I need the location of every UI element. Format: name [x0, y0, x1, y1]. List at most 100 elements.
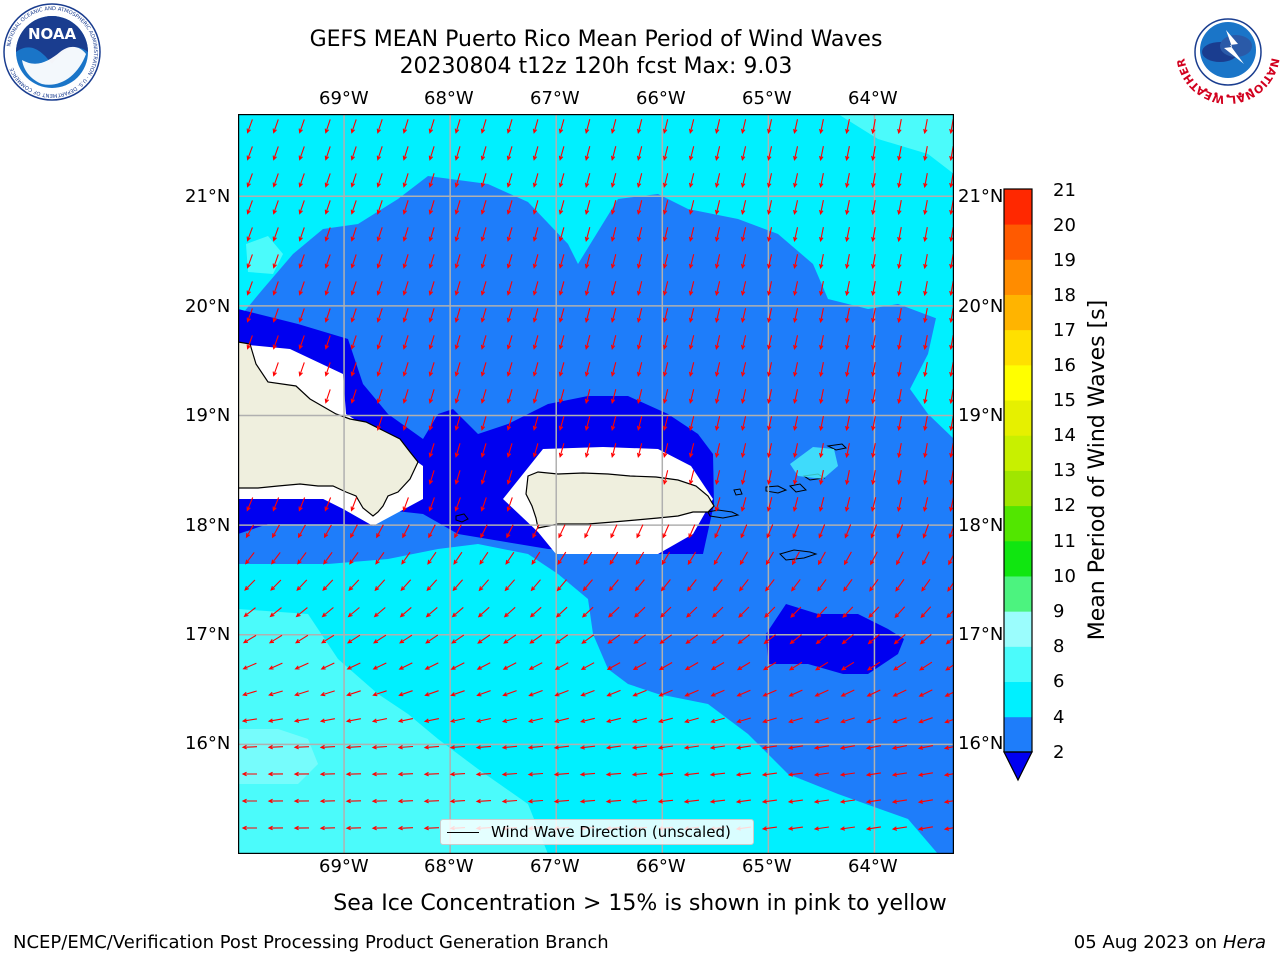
wind-wave-arrow	[813, 745, 829, 750]
wind-wave-arrow	[865, 826, 881, 831]
wind-wave-arrow	[506, 254, 513, 269]
wind-wave-arrow	[244, 579, 256, 591]
colorbar-tick-19: 19	[1053, 250, 1076, 271]
wind-wave-arrow	[923, 280, 928, 297]
wind-wave-arrow	[319, 718, 336, 723]
wind-wave-arrow	[766, 524, 774, 539]
wind-wave-arrow	[819, 388, 824, 405]
wind-wave-arrow	[298, 227, 305, 242]
lon-tick-top-65w: 65°W	[742, 88, 792, 109]
nws-logo: NATIONAL WEATHER SERVICE	[1176, 0, 1280, 104]
wind-wave-arrow	[870, 497, 877, 513]
wind-wave-arrow	[845, 415, 850, 432]
wind-wave-arrow	[272, 227, 279, 242]
wind-wave-arrow	[272, 308, 279, 323]
wind-wave-arrow	[242, 690, 257, 697]
wind-wave-arrow	[322, 579, 334, 592]
wind-wave-arrow	[683, 799, 700, 804]
wind-wave-arrow	[819, 226, 824, 243]
wind-wave-arrow	[740, 254, 747, 270]
wind-wave-arrow	[480, 443, 487, 458]
wind-wave-arrow	[298, 497, 306, 512]
wind-wave-arrow	[480, 362, 487, 377]
wind-wave-arrow	[376, 389, 383, 404]
wind-wave-arrow	[891, 745, 908, 750]
wind-wave-arrow	[947, 581, 954, 592]
wind-wave-arrow	[532, 362, 539, 377]
wind-wave-arrow	[423, 825, 440, 831]
wind-wave-arrow	[662, 200, 669, 216]
wind-wave-arrow	[897, 307, 902, 324]
wind-wave-arrow	[892, 717, 907, 724]
wind-wave-arrow	[475, 745, 492, 750]
wind-wave-arrow	[241, 718, 257, 723]
wind-wave-arrow	[897, 280, 902, 297]
wind-wave-arrow	[814, 717, 829, 724]
wind-wave-arrow	[272, 335, 279, 350]
wind-wave-arrow	[555, 606, 568, 618]
wind-wave-arrow	[428, 281, 435, 296]
wind-wave-arrow	[658, 689, 673, 697]
wind-wave-arrow	[371, 771, 388, 777]
wind-wave-arrow	[762, 661, 777, 671]
wind-wave-arrow	[506, 335, 513, 350]
lat-tick-right-20n: 20°N	[958, 296, 1004, 317]
wind-wave-arrow	[845, 118, 850, 135]
wind-wave-arrow	[818, 524, 826, 539]
wind-wave-arrow	[896, 497, 903, 513]
wind-wave-arrow	[688, 524, 696, 539]
wind-wave-arrow	[688, 173, 695, 189]
machine-name: Hera	[1222, 932, 1266, 953]
wind-wave-arrow	[402, 119, 409, 134]
wind-wave-arrow	[376, 362, 383, 377]
wind-wave-arrow	[636, 119, 643, 135]
wind-wave-arrow	[272, 119, 279, 134]
wind-wave-arrow	[870, 551, 878, 566]
wind-wave-arrow	[376, 308, 383, 323]
colorbar-tick-9: 9	[1053, 601, 1065, 622]
wind-wave-arrow	[428, 497, 435, 512]
wind-wave-arrow	[371, 825, 388, 831]
wind-wave-arrow	[714, 362, 721, 378]
wind-wave-arrow	[528, 689, 543, 697]
colorbar-segment	[1004, 576, 1032, 612]
wind-wave-arrow	[293, 744, 310, 750]
wind-wave-arrow	[605, 717, 621, 724]
wind-wave-arrow	[427, 551, 437, 565]
wind-wave-arrow	[584, 173, 591, 189]
wind-wave-arrow	[584, 443, 591, 459]
wind-wave-arrow	[740, 416, 747, 432]
legend-label: Wind Wave Direction (unscaled)	[491, 823, 731, 841]
wind-wave-arrow	[245, 524, 254, 539]
wind-wave-arrow	[871, 145, 876, 162]
wind-wave-arrow	[636, 335, 643, 351]
colorbar-tick-8: 8	[1053, 636, 1065, 657]
wind-wave-arrow	[449, 798, 466, 804]
wind-wave-arrow	[558, 416, 565, 431]
wind-wave-arrow	[532, 146, 539, 161]
wind-wave-arrow	[324, 308, 331, 323]
wind-wave-arrow	[767, 443, 773, 459]
wind-wave-arrow	[714, 200, 721, 216]
wind-wave-arrow	[506, 173, 513, 188]
wind-wave-arrow	[943, 745, 954, 750]
wind-wave-arrow	[871, 442, 876, 459]
wind-wave-arrow	[346, 662, 361, 670]
wind-wave-arrow	[350, 308, 357, 323]
wind-wave-arrow	[923, 145, 928, 162]
wind-wave-arrow	[683, 745, 699, 750]
wind-wave-arrow	[324, 497, 332, 512]
wind-wave-arrow	[923, 307, 928, 324]
wind-wave-arrow	[896, 551, 904, 566]
colorbar-tick-20: 20	[1053, 215, 1076, 236]
wind-wave-arrow	[767, 389, 773, 405]
wind-wave-arrow	[402, 200, 409, 215]
wind-wave-arrow	[866, 717, 881, 724]
lat-tick-left-18n: 18°N	[185, 515, 231, 536]
wind-wave-arrow	[923, 388, 928, 405]
wind-wave-arrow	[793, 470, 799, 486]
colorbar-segment	[1004, 329, 1032, 366]
wind-wave-arrow	[558, 200, 565, 215]
wind-wave-arrow	[376, 335, 383, 350]
colorbar-tick-18: 18	[1053, 285, 1076, 306]
